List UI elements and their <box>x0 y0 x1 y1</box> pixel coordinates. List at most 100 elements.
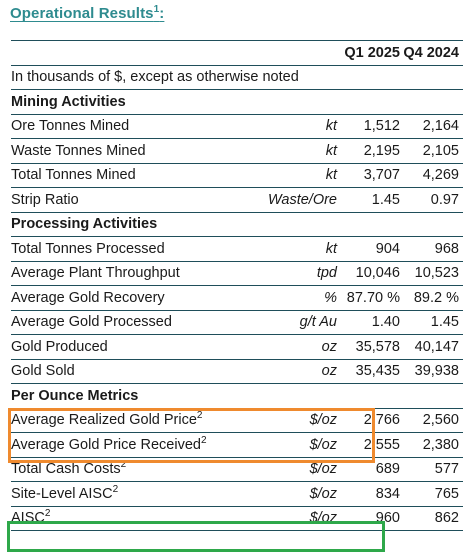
row-value-q4: 862 <box>400 506 463 531</box>
section-heading-per-ounce: Per Ounce Metrics <box>11 383 463 409</box>
row-value-q1: 1,512 <box>337 114 400 139</box>
row-value-q4: 2,105 <box>400 138 463 164</box>
row-value-q4: 2,560 <box>400 408 463 433</box>
table-row-total-cash-costs: Total Cash Costs2 $/oz 689 577 <box>11 457 463 482</box>
table-row-avg-gold-recovery: Average Gold Recovery % 87.70 % 89.2 % <box>11 285 463 311</box>
row-value-q1: 3,707 <box>337 163 400 188</box>
row-value-q1: 1.45 <box>337 187 400 213</box>
row-unit: $/oz <box>239 408 337 433</box>
row-value-q1: 87.70 % <box>337 285 400 311</box>
row-label-text: Site-Level AISC <box>11 485 113 502</box>
row-unit: $/oz <box>239 457 337 482</box>
row-unit: kt <box>239 163 337 188</box>
column-header-row: Q1 2025 Q4 2024 <box>11 40 463 66</box>
operational-results-table: Q1 2025 Q4 2024 In thousands of $, excep… <box>11 40 463 531</box>
column-header-q4: Q4 2024 <box>400 40 463 66</box>
page-title: Operational Results1: <box>10 4 165 22</box>
row-unit: oz <box>239 334 337 360</box>
row-value-q4: 89.2 % <box>400 285 463 311</box>
row-label-text: Average Realized Gold Price <box>11 412 197 429</box>
row-unit: tpd <box>239 261 337 286</box>
title-text: Operational Results <box>10 5 154 22</box>
section-heading-mining: Mining Activities <box>11 89 463 115</box>
row-unit: Waste/Ore <box>239 187 337 213</box>
row-unit: kt <box>239 138 337 164</box>
row-value-q4: 577 <box>400 457 463 482</box>
row-value-q4: 0.97 <box>400 187 463 213</box>
title-footnote: 1 <box>153 4 160 15</box>
section-heading-processing: Processing Activities <box>11 212 463 237</box>
table-row-avg-realized-gold-price: Average Realized Gold Price2 $/oz 2,766 … <box>11 408 463 433</box>
row-value-q4: 10,523 <box>400 261 463 286</box>
row-label: Gold Produced <box>11 334 239 360</box>
row-label: Site-Level AISC2 <box>11 481 239 507</box>
section-row-processing: Processing Activities <box>11 212 463 237</box>
row-label: Average Gold Price Received2 <box>11 432 239 458</box>
note-row: In thousands of $, except as otherwise n… <box>11 65 463 90</box>
row-unit: $/oz <box>239 432 337 458</box>
row-label-text: Total Cash Costs <box>11 461 121 478</box>
row-value-q1: 10,046 <box>337 261 400 286</box>
table-row-gold-produced: Gold Produced oz 35,578 40,147 <box>11 334 463 360</box>
row-footnote: 2 <box>120 459 127 471</box>
row-label: Total Tonnes Mined <box>11 163 239 188</box>
row-value-q1: 960 <box>337 506 400 531</box>
row-value-q4: 39,938 <box>400 359 463 384</box>
row-footnote: 2 <box>196 410 203 422</box>
row-label: Gold Sold <box>11 359 239 384</box>
table-row-waste-tonnes-mined: Waste Tonnes Mined kt 2,195 2,105 <box>11 138 463 164</box>
header-blank-label <box>11 40 239 66</box>
row-unit: % <box>239 285 337 311</box>
row-footnote: 2 <box>44 508 51 520</box>
row-value-q1: 2,766 <box>337 408 400 433</box>
row-label: Ore Tonnes Mined <box>11 114 239 139</box>
table-row-ore-tonnes-mined: Ore Tonnes Mined kt 1,512 2,164 <box>11 114 463 139</box>
row-footnote: 2 <box>200 434 207 446</box>
table-row-site-level-aisc: Site-Level AISC2 $/oz 834 765 <box>11 481 463 507</box>
table-row-gold-sold: Gold Sold oz 35,435 39,938 <box>11 359 463 384</box>
row-unit: oz <box>239 359 337 384</box>
row-label: Average Gold Recovery <box>11 285 239 311</box>
table-row-avg-gold-price-received: Average Gold Price Received2 $/oz 2,555 … <box>11 432 463 458</box>
row-unit: kt <box>239 236 337 262</box>
row-value-q1: 1.40 <box>337 310 400 335</box>
row-unit: kt <box>239 114 337 139</box>
table-row-total-tonnes-mined: Total Tonnes Mined kt 3,707 4,269 <box>11 163 463 188</box>
row-value-q4: 40,147 <box>400 334 463 360</box>
table-row-avg-gold-processed: Average Gold Processed g/t Au 1.40 1.45 <box>11 310 463 335</box>
row-unit: $/oz <box>239 506 337 531</box>
row-label: Waste Tonnes Mined <box>11 138 239 164</box>
row-value-q1: 689 <box>337 457 400 482</box>
row-unit: $/oz <box>239 481 337 507</box>
row-label: Strip Ratio <box>11 187 239 213</box>
table-row-avg-plant-throughput: Average Plant Throughput tpd 10,046 10,5… <box>11 261 463 286</box>
row-value-q1: 904 <box>337 236 400 262</box>
header-blank-unit <box>239 40 337 66</box>
row-label: Average Realized Gold Price2 <box>11 408 239 433</box>
row-value-q1: 35,435 <box>337 359 400 384</box>
row-value-q4: 4,269 <box>400 163 463 188</box>
row-value-q1: 2,555 <box>337 432 400 458</box>
row-label: Average Plant Throughput <box>11 261 239 286</box>
row-value-q4: 1.45 <box>400 310 463 335</box>
row-value-q1: 35,578 <box>337 334 400 360</box>
column-header-q1: Q1 2025 <box>337 40 400 66</box>
row-unit: g/t Au <box>239 310 337 335</box>
row-value-q4: 968 <box>400 236 463 262</box>
row-label: Total Tonnes Processed <box>11 236 239 262</box>
section-row-per-ounce: Per Ounce Metrics <box>11 383 463 409</box>
table-row-total-tonnes-processed: Total Tonnes Processed kt 904 968 <box>11 236 463 262</box>
row-value-q1: 2,195 <box>337 138 400 164</box>
section-row-mining: Mining Activities <box>11 89 463 115</box>
row-label: AISC2 <box>11 506 239 531</box>
units-note: In thousands of $, except as otherwise n… <box>11 65 463 90</box>
row-label: Average Gold Processed <box>11 310 239 335</box>
table-row-strip-ratio: Strip Ratio Waste/Ore 1.45 0.97 <box>11 187 463 213</box>
row-footnote: 2 <box>112 483 119 495</box>
row-value-q4: 2,164 <box>400 114 463 139</box>
row-value-q1: 834 <box>337 481 400 507</box>
table-row-aisc: AISC2 $/oz 960 862 <box>11 506 463 531</box>
row-label: Total Cash Costs2 <box>11 457 239 482</box>
row-value-q4: 765 <box>400 481 463 507</box>
row-label-text: AISC <box>11 510 45 527</box>
